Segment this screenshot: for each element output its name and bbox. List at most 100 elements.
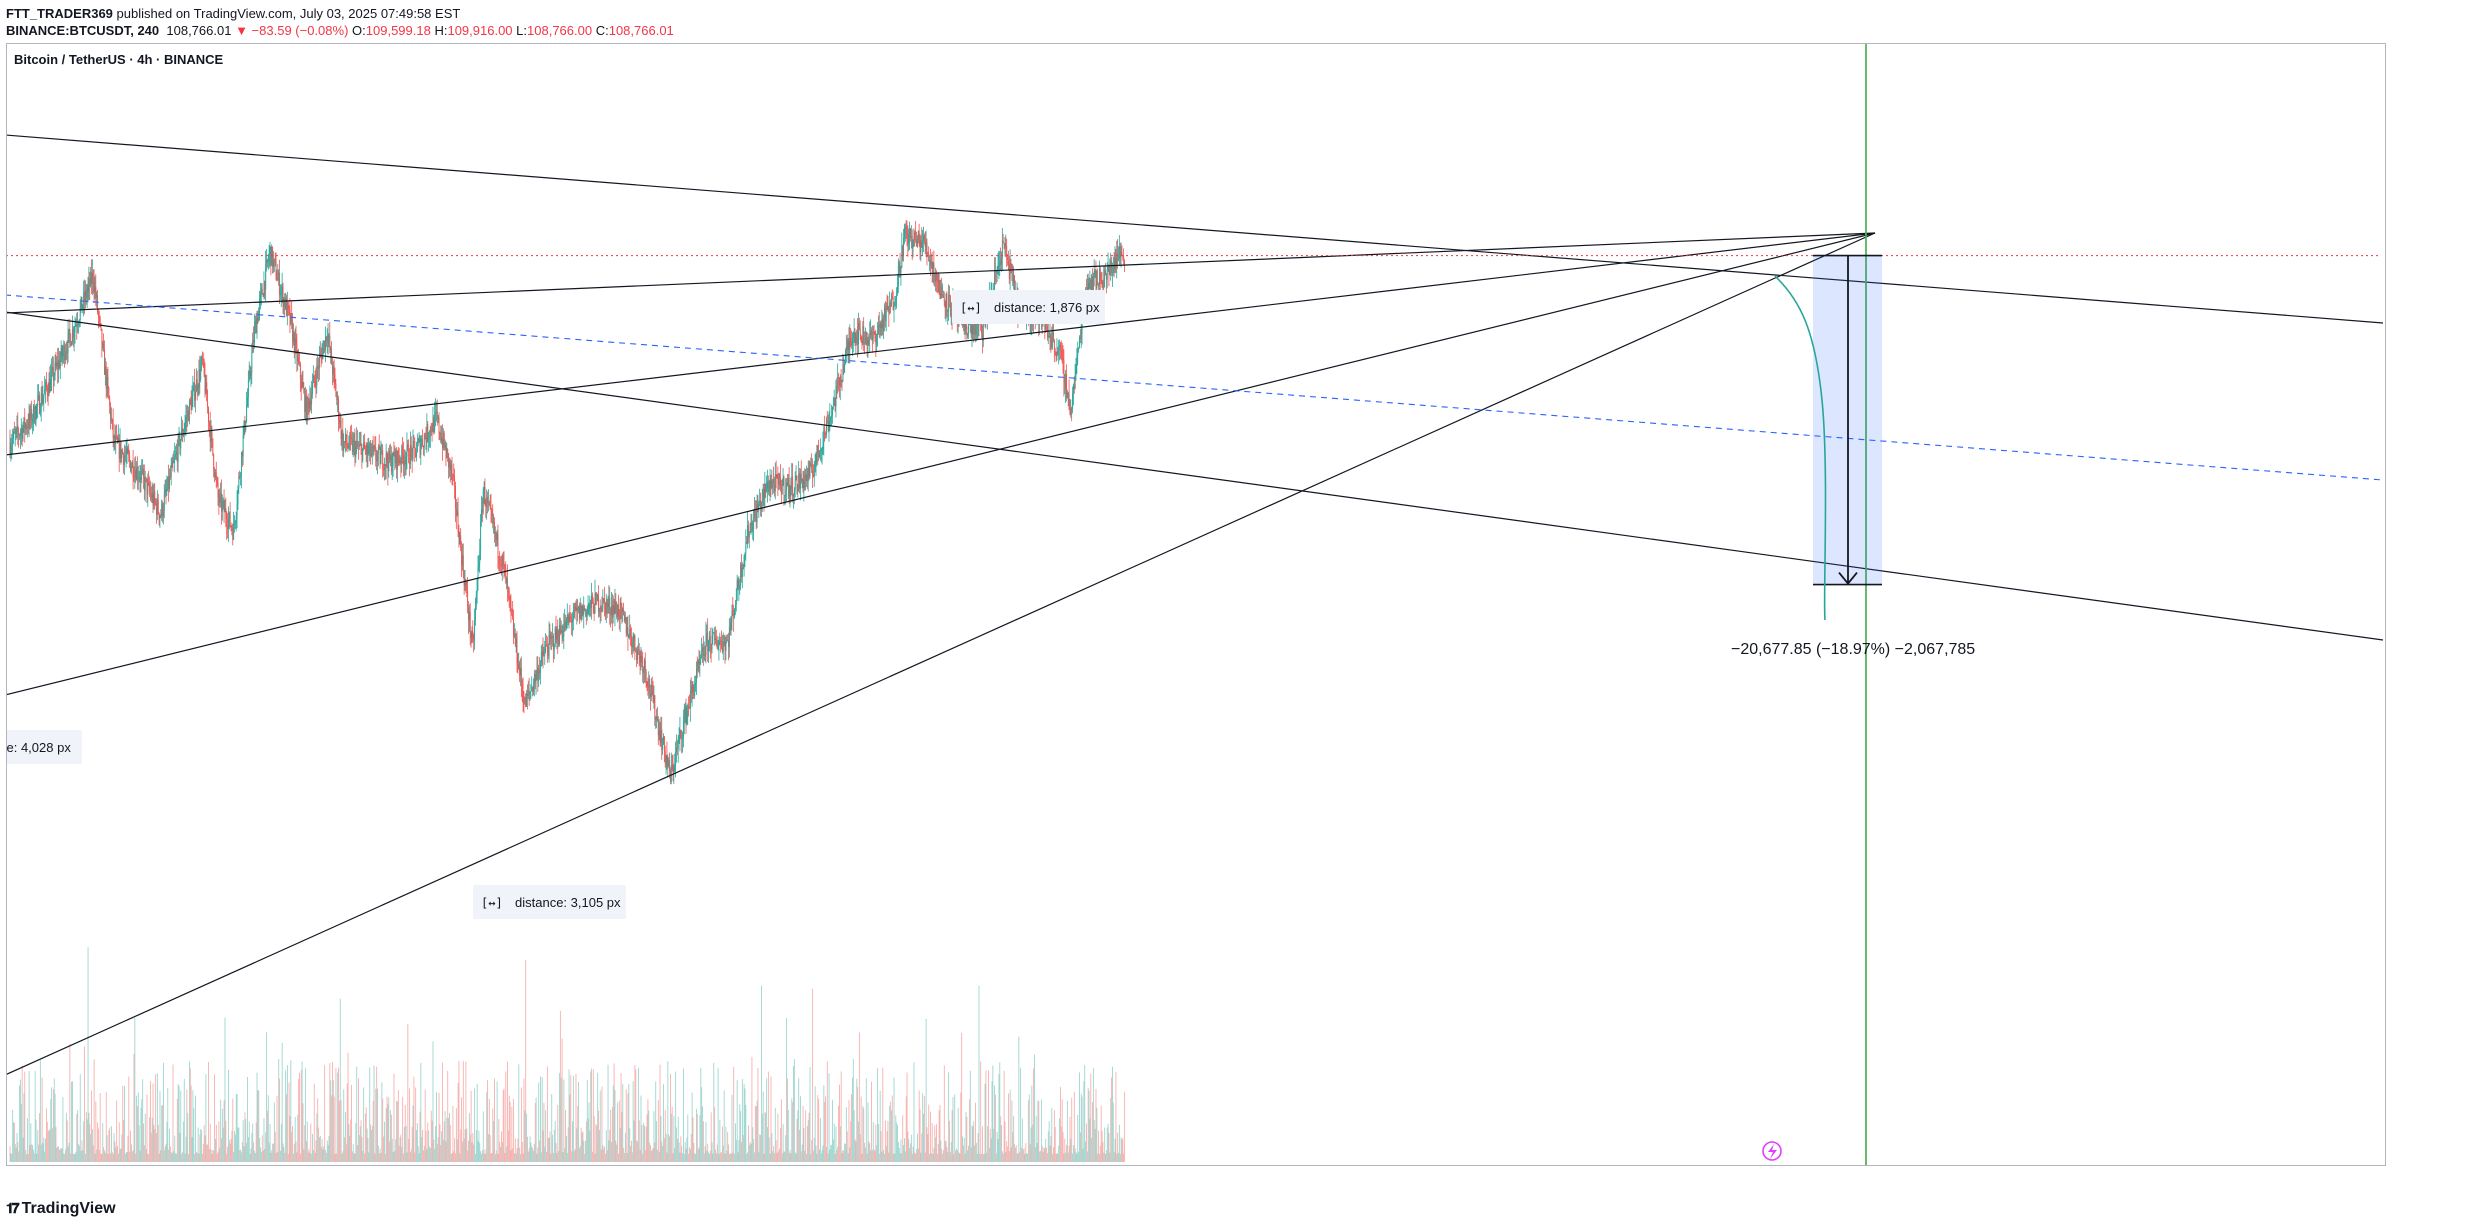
volume-bar bbox=[525, 959, 527, 1162]
volume-bar bbox=[527, 1136, 528, 1162]
candle-body bbox=[814, 462, 816, 469]
volume-bar bbox=[1051, 1107, 1053, 1162]
volume-bar bbox=[464, 1129, 466, 1162]
candle-body bbox=[223, 500, 225, 513]
price-change: ▼ −83.59 (−0.08%) bbox=[235, 23, 349, 38]
candle-body bbox=[687, 706, 689, 712]
candle-body bbox=[934, 276, 936, 282]
low-label: L: bbox=[516, 23, 528, 38]
volume-bar bbox=[705, 1122, 707, 1162]
volume-bar bbox=[212, 1149, 214, 1162]
volume-bar bbox=[285, 1070, 287, 1162]
volume-bar bbox=[996, 1131, 998, 1162]
volume-bar bbox=[440, 1145, 442, 1162]
candle-body bbox=[465, 581, 467, 590]
author-name[interactable]: FTT_TRADER369 bbox=[6, 6, 113, 21]
candle-body bbox=[512, 613, 514, 619]
volume-bar bbox=[974, 1145, 976, 1162]
candle-body bbox=[342, 430, 344, 451]
candle-body bbox=[997, 266, 999, 269]
volume-bar bbox=[39, 1060, 41, 1162]
volume-bar bbox=[465, 1061, 467, 1162]
candle-body bbox=[124, 456, 125, 465]
volume-bar bbox=[704, 1146, 706, 1162]
volume-bar bbox=[896, 1122, 898, 1162]
volume-bar bbox=[764, 1112, 766, 1162]
candle-body bbox=[866, 332, 868, 345]
volume-bar bbox=[52, 1089, 54, 1162]
candle-body bbox=[358, 446, 359, 448]
volume-bar bbox=[453, 1151, 455, 1162]
volume-bar bbox=[478, 1130, 480, 1162]
volume-bar bbox=[1053, 1110, 1055, 1162]
volume-bar bbox=[34, 1071, 36, 1162]
volume-bar bbox=[214, 1074, 216, 1162]
volume-bar bbox=[1029, 1144, 1031, 1162]
volume-bar bbox=[826, 1146, 827, 1162]
price-chart[interactable]: −20,677.85 (−18.97%) −2,067,785[↔] distan… bbox=[6, 43, 2386, 1166]
volume-bar bbox=[110, 1153, 112, 1162]
candle-body bbox=[22, 427, 24, 439]
candle-body bbox=[442, 432, 444, 448]
volume-bar bbox=[610, 1109, 612, 1162]
candle-body bbox=[381, 450, 383, 454]
volume-bar bbox=[893, 1077, 895, 1162]
candle-body bbox=[394, 456, 396, 464]
volume-bar bbox=[1097, 1153, 1099, 1162]
candle-body bbox=[129, 455, 131, 461]
candle-body bbox=[335, 383, 337, 397]
volume-bar bbox=[101, 1153, 103, 1162]
volume-bar bbox=[738, 1139, 740, 1162]
candle-body bbox=[691, 685, 693, 693]
candle-body bbox=[925, 242, 927, 247]
volume-bar bbox=[889, 1105, 891, 1162]
volume-bar bbox=[267, 1095, 269, 1162]
candle-body bbox=[897, 286, 898, 294]
volume-bar bbox=[956, 1150, 958, 1162]
volume-bar bbox=[236, 1094, 238, 1162]
candle-body bbox=[250, 372, 252, 376]
volume-bar bbox=[37, 1130, 39, 1162]
volume-bar bbox=[880, 1130, 882, 1162]
candle-body bbox=[942, 294, 944, 296]
candle-body bbox=[611, 605, 613, 618]
volume-bar bbox=[368, 1152, 370, 1162]
candle-body bbox=[662, 743, 664, 750]
candle-body bbox=[299, 363, 301, 380]
candle-body bbox=[504, 564, 506, 568]
volume-bar bbox=[25, 1150, 27, 1162]
volume-bar bbox=[319, 1136, 321, 1162]
candle-body bbox=[839, 376, 841, 387]
candle-body bbox=[825, 434, 827, 436]
volume-bar bbox=[697, 1149, 699, 1162]
volume-bar bbox=[778, 1151, 780, 1162]
volume-bar bbox=[327, 1145, 329, 1162]
volume-bar bbox=[364, 1153, 365, 1162]
candle-body bbox=[39, 394, 40, 414]
volume-bar bbox=[743, 1083, 745, 1162]
candle-body bbox=[572, 616, 574, 621]
candle-body bbox=[816, 445, 818, 455]
candle-body bbox=[285, 297, 287, 309]
candle-body bbox=[20, 432, 21, 436]
volume-bar bbox=[594, 1153, 596, 1162]
candle-body bbox=[498, 556, 500, 559]
volume-bar bbox=[270, 1152, 272, 1162]
candle-body bbox=[220, 493, 222, 495]
candle-body bbox=[241, 452, 242, 475]
volume-bar bbox=[1068, 1145, 1070, 1162]
candle-body bbox=[130, 467, 132, 472]
candle-body bbox=[46, 381, 47, 388]
candle-body bbox=[1097, 281, 1099, 286]
candle-body bbox=[107, 376, 109, 388]
candle-body bbox=[208, 422, 210, 425]
candle-body bbox=[1089, 279, 1091, 284]
volume-bar bbox=[394, 1151, 396, 1162]
volume-bar bbox=[88, 1112, 90, 1162]
candle-body bbox=[624, 617, 626, 622]
candle-body bbox=[524, 697, 526, 704]
volume-bar bbox=[637, 1141, 638, 1162]
volume-bar bbox=[523, 1078, 525, 1162]
candle-body bbox=[379, 447, 381, 465]
candle-body bbox=[402, 446, 404, 455]
